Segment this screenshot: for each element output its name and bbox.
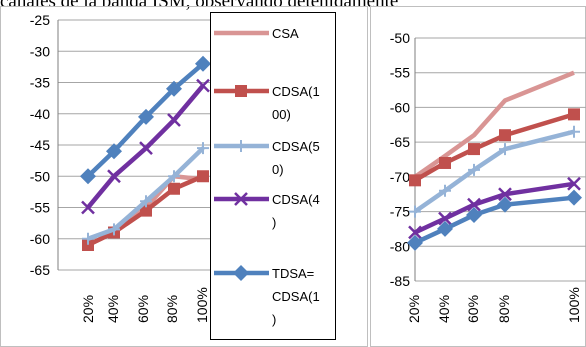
legend-marker bbox=[233, 265, 249, 281]
data-point bbox=[437, 220, 453, 237]
y-tick-label: -30 bbox=[30, 43, 50, 59]
data-point bbox=[466, 207, 482, 224]
data-point bbox=[566, 189, 582, 206]
y-tick-label: -50 bbox=[390, 30, 410, 46]
y-tick-label: -40 bbox=[30, 106, 50, 122]
series-tdsa-cdsa-1- bbox=[407, 189, 582, 251]
chart-1: -25 -30 -35 -40 -45 -50 -55 -60 -65 20% 40% 60% 80% 1… bbox=[0, 6, 368, 347]
data-point bbox=[106, 143, 122, 160]
legend-label: ) bbox=[272, 312, 276, 327]
data-point bbox=[498, 187, 512, 202]
y-tick-label: -55 bbox=[390, 65, 410, 81]
data-point bbox=[140, 204, 152, 217]
data-point bbox=[568, 125, 580, 138]
series-cdsa-50- bbox=[82, 142, 209, 245]
series-cdsa-4- bbox=[408, 176, 581, 240]
legend-box bbox=[210, 12, 336, 340]
y-tick-label: -55 bbox=[30, 200, 50, 216]
series-cdsa-100- bbox=[409, 108, 580, 187]
data-point bbox=[409, 205, 421, 218]
x-tick-label: 20% bbox=[406, 295, 422, 323]
legend-label: 00) bbox=[272, 107, 291, 122]
data-point bbox=[166, 80, 182, 97]
data-point bbox=[499, 143, 511, 156]
data-point bbox=[168, 170, 180, 183]
data-point bbox=[468, 143, 480, 156]
series-cdsa-4- bbox=[81, 78, 210, 215]
data-point bbox=[82, 232, 94, 245]
data-point bbox=[438, 211, 452, 226]
data-point bbox=[81, 200, 95, 215]
data-point bbox=[467, 197, 481, 212]
legend-label: 0) bbox=[272, 162, 284, 177]
data-point bbox=[139, 141, 153, 156]
legend-label: CDSA(5 bbox=[272, 139, 320, 154]
x-tick-label: 20% bbox=[80, 295, 96, 323]
data-point bbox=[140, 195, 152, 208]
legend-label: CDSA(4 bbox=[272, 192, 320, 207]
series-line bbox=[413, 70, 575, 179]
legend-marker bbox=[235, 140, 247, 152]
y-tick-label: -25 bbox=[30, 12, 50, 28]
legend-label: ) bbox=[272, 215, 276, 230]
y-tick-label: -60 bbox=[390, 99, 410, 115]
y-tick-label: -75 bbox=[390, 204, 410, 220]
data-point bbox=[567, 176, 581, 191]
data-point bbox=[499, 129, 511, 142]
x-tick-label: 100% bbox=[194, 287, 210, 323]
y-tick-label: -65 bbox=[390, 134, 410, 150]
legend-label: CDSA(1 bbox=[272, 84, 320, 99]
data-point bbox=[107, 169, 121, 184]
data-point bbox=[468, 163, 480, 176]
y-tick-label: -80 bbox=[390, 238, 410, 254]
x-tick-label: 40% bbox=[105, 295, 121, 323]
data-point bbox=[568, 108, 580, 121]
data-point bbox=[439, 184, 451, 197]
legend-label: CSA bbox=[272, 26, 299, 41]
data-point bbox=[408, 225, 422, 240]
x-tick-label: 60% bbox=[135, 295, 151, 323]
data-point bbox=[195, 55, 211, 72]
data-point bbox=[409, 174, 421, 187]
data-point bbox=[80, 168, 96, 185]
x-tick-label: 100% bbox=[566, 287, 582, 323]
series-cdsa-50- bbox=[409, 125, 580, 218]
legend-marker bbox=[235, 85, 247, 97]
x-tick-label: 60% bbox=[465, 295, 481, 323]
legend-label: CDSA(1 bbox=[272, 289, 320, 304]
data-point bbox=[197, 170, 209, 183]
data-point bbox=[167, 113, 181, 127]
y-tick-label: -65 bbox=[30, 262, 50, 278]
series-csa bbox=[413, 70, 575, 179]
y-tick-label: -35 bbox=[30, 75, 50, 91]
legend-label: TDSA= bbox=[272, 266, 314, 281]
legend-marker bbox=[234, 192, 248, 206]
data-point bbox=[82, 239, 94, 251]
data-point bbox=[196, 78, 210, 93]
data-point bbox=[108, 223, 120, 236]
chart-2: -50 -55 -60 -65 -70 -75 -80 -85 20% 40% 60% 80% 100% bbox=[370, 6, 586, 347]
series-line bbox=[413, 112, 575, 183]
y-tick-label: -70 bbox=[390, 169, 410, 185]
series-tdsa-cdsa-1- bbox=[80, 55, 211, 185]
y-tick-label: -60 bbox=[30, 231, 50, 247]
data-point bbox=[497, 196, 513, 213]
y-tick-label: -45 bbox=[30, 137, 50, 153]
data-point bbox=[197, 142, 209, 155]
data-point bbox=[407, 234, 423, 251]
y-tick-label: -50 bbox=[30, 168, 50, 184]
x-tick-label: 80% bbox=[164, 295, 180, 323]
data-point bbox=[439, 156, 451, 169]
x-tick-label: 80% bbox=[496, 295, 512, 323]
data-point bbox=[138, 108, 154, 125]
y-tick-label: -85 bbox=[390, 273, 410, 289]
data-point bbox=[168, 182, 180, 195]
x-tick-label: 40% bbox=[436, 295, 452, 323]
